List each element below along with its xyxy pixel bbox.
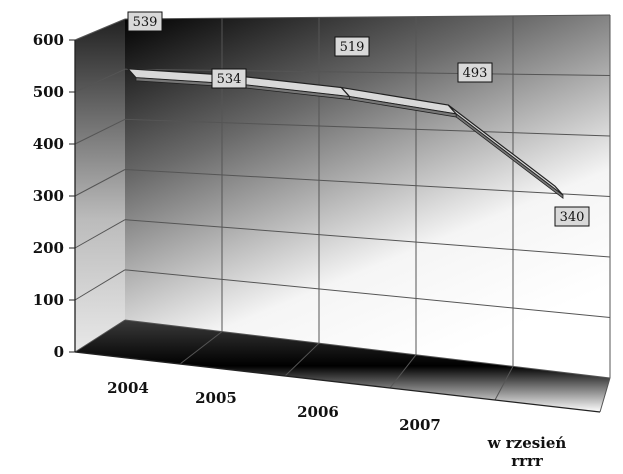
gridline-side xyxy=(74,269,126,301)
chart-floor xyxy=(75,320,610,412)
y-tick-labels: 0 100 200 300 400 500 600 xyxy=(33,31,75,361)
gridline-floor xyxy=(389,354,417,389)
y-tick-label: 600 xyxy=(33,31,64,49)
gridline-y xyxy=(124,118,611,137)
gridline-side xyxy=(74,118,126,145)
data-label: 493 xyxy=(463,66,488,81)
gridline-side xyxy=(74,219,126,249)
gridline-side xyxy=(74,319,126,353)
y-tick-label: 400 xyxy=(33,135,64,153)
gridline-side xyxy=(74,68,126,93)
x-category-label: 2007 xyxy=(399,416,441,434)
gridline-floor xyxy=(599,377,611,413)
chart-side-wall xyxy=(75,19,125,352)
gridline-y xyxy=(124,269,611,318)
gridline-side xyxy=(74,18,126,41)
data-label: 539 xyxy=(133,15,158,30)
y-tick-label: 500 xyxy=(33,83,64,101)
data-label: 340 xyxy=(560,210,585,225)
x-axis-line xyxy=(74,351,601,413)
y-tick-label: 200 xyxy=(33,239,64,257)
gridline-y xyxy=(124,219,611,258)
y-tick-label: 0 xyxy=(54,343,64,361)
data-label-box xyxy=(127,11,163,32)
gridline-y xyxy=(124,169,611,197)
gridline-side xyxy=(74,169,126,197)
x-category-label: 2006 xyxy=(297,403,339,421)
gridline-y xyxy=(124,319,611,379)
x-category-label: 2005 xyxy=(195,389,237,407)
y-tick-label: 100 xyxy=(33,291,64,309)
gridline-y xyxy=(124,14,611,20)
x-category-labels: 2004 2005 2006 2007 w rzesień rrrr xyxy=(107,379,566,470)
gridline-y xyxy=(124,68,611,76)
data-label: 519 xyxy=(340,40,365,55)
data-label: 534 xyxy=(217,72,242,87)
x-category-label: w rzesień rrrr xyxy=(487,434,567,470)
chart-back-wall xyxy=(125,15,610,378)
series-segment-edge xyxy=(455,113,564,199)
x-category-label: 2004 xyxy=(107,379,149,397)
chart-gridlines xyxy=(74,14,611,413)
data-label-box xyxy=(457,62,493,83)
data-label-box xyxy=(334,36,370,57)
gridline-floor xyxy=(494,366,514,401)
data-labels: 539 534 519 493 340 xyxy=(127,11,590,227)
data-label-box xyxy=(554,206,590,227)
gridline-floor xyxy=(179,331,223,365)
gridline-floor xyxy=(284,342,320,377)
y-tick-label: 300 xyxy=(33,187,64,205)
data-label-box xyxy=(211,68,247,89)
